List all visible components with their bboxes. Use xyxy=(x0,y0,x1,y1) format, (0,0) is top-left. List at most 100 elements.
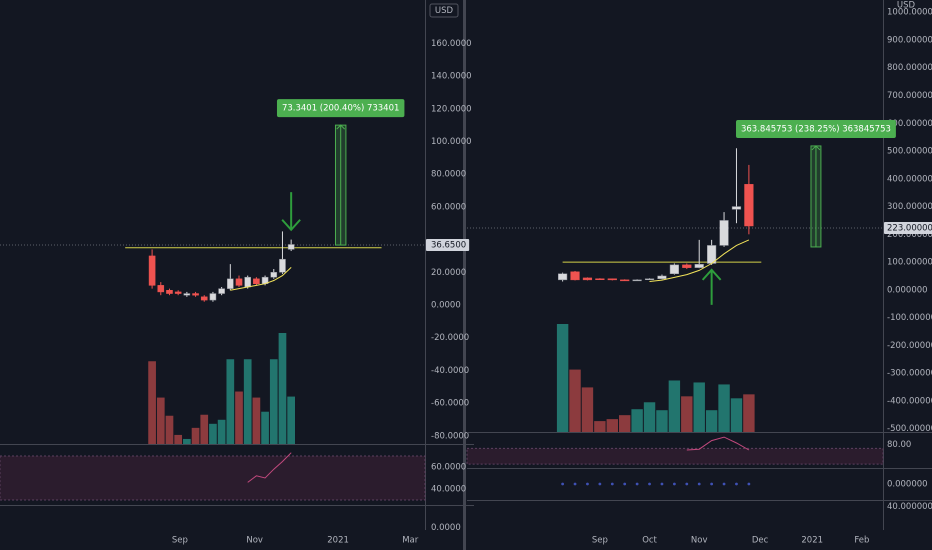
candle-body xyxy=(558,273,568,281)
volume-bar xyxy=(226,359,235,444)
pane-tick-label: 0.000000 xyxy=(887,480,928,490)
x-tick-label: 2021 xyxy=(801,536,823,546)
candle-body xyxy=(287,244,295,250)
measure-arrowhead xyxy=(811,145,821,151)
volume-bar xyxy=(693,382,705,432)
rsi-band xyxy=(466,447,884,465)
y-tick-label: -200.000000 xyxy=(887,341,932,351)
y-tick-label: -100.000000 xyxy=(887,313,932,323)
y-tick-label: 900.000000 xyxy=(887,35,932,45)
candle-body xyxy=(731,206,742,210)
volume-bar xyxy=(643,402,656,432)
arrow-head xyxy=(701,268,722,281)
candle-body xyxy=(595,278,605,280)
candle-body xyxy=(694,264,704,268)
candle-body xyxy=(227,278,234,289)
volume-bar xyxy=(581,387,594,432)
volume-bar xyxy=(165,415,174,444)
candle-body xyxy=(209,293,217,301)
candle-body xyxy=(192,293,199,296)
indicator-dot xyxy=(735,482,738,486)
y-tick-label: 300.000000 xyxy=(887,202,932,212)
volume-bar xyxy=(217,419,226,444)
volume-bar xyxy=(569,369,581,432)
volume-bar xyxy=(718,384,730,432)
measure-arrowhead xyxy=(336,124,346,130)
y-tick-label: -20.0000 xyxy=(431,333,469,343)
volume-bar xyxy=(252,397,261,444)
y-tick-label: -60.0000 xyxy=(431,399,469,409)
candle-body xyxy=(279,258,286,273)
indicator-dot xyxy=(635,482,639,486)
candle-body xyxy=(166,290,173,294)
volume-bar xyxy=(261,411,269,444)
indicator-dot xyxy=(685,482,689,486)
volume-bar xyxy=(681,396,693,432)
volume-bar xyxy=(556,324,569,432)
last-price-box xyxy=(884,221,932,234)
candle-body xyxy=(157,285,165,293)
volume-bar xyxy=(156,397,165,444)
y-tick-label: 80.0000 xyxy=(431,170,466,180)
volume-bar xyxy=(200,414,209,444)
candle-body xyxy=(657,275,667,279)
x-tick-label: Nov xyxy=(691,536,708,546)
last-price-label: 223.000000 xyxy=(887,223,932,233)
x-tick-label: Nov xyxy=(246,536,263,546)
y-tick-label: -80.0000 xyxy=(431,431,469,441)
indicator-dot xyxy=(648,482,651,486)
candle-body xyxy=(620,279,630,282)
moving-average-line xyxy=(230,267,292,291)
y-tick-label: -40.0000 xyxy=(431,366,469,376)
currency-label: USD xyxy=(897,1,916,11)
measure-label: 363.845753 (238.25%) 363845753 xyxy=(741,124,891,134)
indicator-dot xyxy=(660,482,664,486)
candle-body xyxy=(570,271,580,281)
candle-body xyxy=(719,220,729,246)
y-tick-label: 0.000000 xyxy=(887,285,928,295)
y-tick-label: 500.000000 xyxy=(887,147,932,157)
candle-body xyxy=(244,276,251,288)
volume-bar xyxy=(743,394,755,432)
volume-bar xyxy=(618,415,631,432)
indicator-dot xyxy=(610,482,614,486)
volume-bar xyxy=(243,359,252,444)
candle-body xyxy=(218,288,225,294)
last-price-label: 36.6500 xyxy=(431,241,466,251)
candle-body xyxy=(174,291,182,294)
y-tick-label: 100.0000 xyxy=(431,137,472,147)
last-price-box xyxy=(426,239,470,252)
candle-body xyxy=(253,278,260,284)
candle-body xyxy=(632,279,642,282)
indicator-dot xyxy=(722,482,726,486)
x-tick-label: Dec xyxy=(752,536,769,546)
indicator-dot xyxy=(598,482,602,486)
candle-body xyxy=(200,296,208,301)
x-tick-label: Mar xyxy=(402,536,419,546)
volume-bar xyxy=(668,380,681,432)
volume-bar xyxy=(631,409,643,432)
indicator-dot xyxy=(561,482,565,486)
volume-bar xyxy=(278,333,287,444)
volume-bar xyxy=(656,410,668,432)
candle-body xyxy=(607,278,617,281)
volume-bar xyxy=(705,410,718,432)
candle-body xyxy=(582,277,593,281)
candle-body xyxy=(235,278,243,286)
y-tick-label: 160.0000 xyxy=(431,39,472,49)
x-tick-label: Feb xyxy=(854,536,869,546)
candle-body xyxy=(148,255,156,286)
candle-body xyxy=(744,184,754,227)
x-tick-label: Oct xyxy=(642,536,657,546)
rsi-band xyxy=(0,455,426,501)
indicator-dot xyxy=(623,482,627,486)
indicator-dot xyxy=(747,482,751,486)
y-tick-label: 0.0000 xyxy=(431,300,461,310)
currency-box xyxy=(429,3,459,18)
volume-bar xyxy=(269,359,278,444)
y-tick-label: 140.0000 xyxy=(431,72,472,82)
pane-tick-label: 80.00 xyxy=(887,440,911,450)
pane-tick-label: 60.0000 xyxy=(431,463,466,473)
moving-average-line xyxy=(649,239,750,282)
candle-body xyxy=(644,278,655,280)
